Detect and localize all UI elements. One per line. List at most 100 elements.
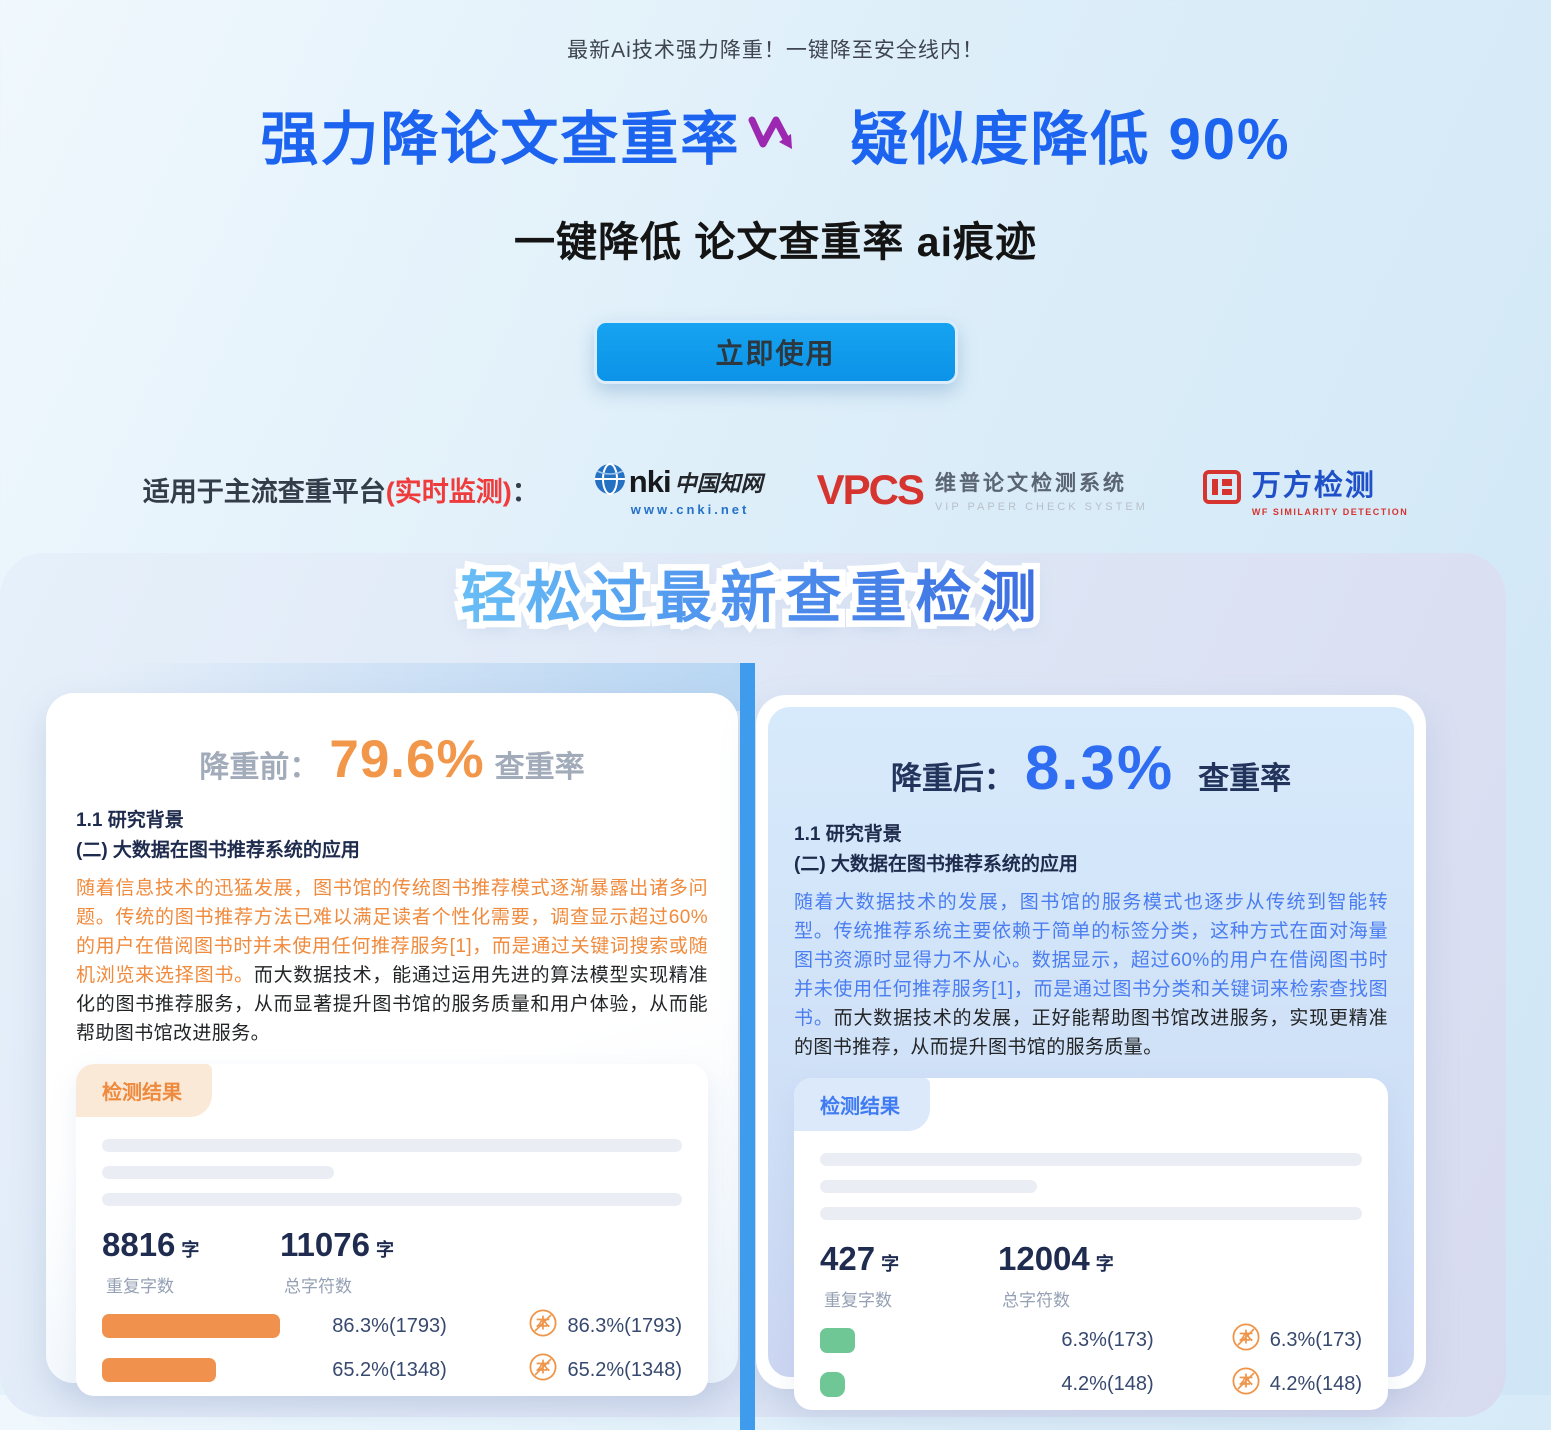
hero-subtitle: 一键降低 论文查重率 ai痕迹 <box>514 219 1037 265</box>
platforms-label-text: 适用于主流查重平台 <box>142 477 386 507</box>
compare-heading-stroke: 轻松过最新查重检测 <box>454 553 1046 636</box>
before-result-row: 86.3%(1793) 本 86.3%(1793) <box>102 1309 682 1341</box>
after-card: 降重后： 8.3% 查重率 1.1 研究背景 (二) 大数据在图书推荐系统的应用… <box>768 707 1414 1410</box>
skeleton-line <box>102 1193 682 1206</box>
before-card: 降重前： 79.6% 查重率 1.1 研究背景 (二) 大数据在图书推荐系统的应… <box>46 693 738 1396</box>
hero-tagline: 最新Ai技术强力降重！一键降至安全线内！ <box>567 39 984 62</box>
after-result-row: 6.3%(173) 本 6.3%(173) <box>820 1322 1362 1358</box>
vpcs-cn-name: 维普论文检测系统 <box>934 471 1127 495</box>
after-stat-duplicate: 427 字 重复字数 <box>820 1240 998 1311</box>
skeleton-line <box>820 1153 1362 1166</box>
skeleton-line <box>820 1207 1362 1220</box>
no-self-published-icon: 本 <box>1231 1366 1261 1402</box>
before-stats: 8816 字 重复字数 11076 字 总字符数 <box>102 1226 682 1297</box>
skeleton-line <box>102 1166 334 1179</box>
before-result-badge: 检测结果 <box>76 1064 212 1117</box>
vpcs-logo: VPCS 维普论文检测系统 VIP PAPER CHECK SYSTEM <box>817 466 1148 514</box>
orange-percent-bar <box>102 1314 280 1338</box>
green-percent-bar <box>820 1327 855 1353</box>
after-skeleton-lines <box>820 1153 1362 1220</box>
stat-label: 重复字数 <box>106 1277 174 1296</box>
stat-value: 11076 <box>280 1226 370 1263</box>
title-left: 强力降论文查重率 <box>260 107 741 172</box>
percent-text: 86.3%(1793) <box>332 1314 447 1337</box>
before-paragraph: 随着信息技术的迅猛发展，图书馆的传统图书推荐模式逐渐暴露出诸多问题。传统的图书推… <box>76 874 708 1048</box>
percent-text: 86.3%(1793) <box>567 1314 682 1337</box>
percent-text: 6.3%(173) <box>1269 1328 1362 1351</box>
cnki-url: www.cnki.net <box>630 502 750 517</box>
cnki-letters: nki <box>628 463 672 499</box>
after-result-badge: 检测结果 <box>794 1078 930 1131</box>
platforms-label-highlight: (实时监测) <box>385 477 512 507</box>
before-rate-suffix: 查重率 <box>494 751 585 784</box>
orange-percent-bar <box>102 1358 216 1382</box>
after-doc-headings: 1.1 研究背景 (二) 大数据在图书推荐系统的应用 <box>794 820 1388 880</box>
no-self-published-icon: 本 <box>528 1352 558 1388</box>
before-doc-h1: 1.1 研究背景 <box>76 810 184 831</box>
page-title: 强力降论文查重率 疑似度降低 90% <box>0 92 1551 176</box>
after-rate-suffix: 查重率 <box>1198 761 1292 796</box>
downtrend-zigzag-arrow-icon <box>748 111 802 157</box>
stat-unit: 字 <box>881 1254 900 1274</box>
percent-text: 4.2%(148) <box>1061 1372 1154 1395</box>
title-right: 疑似度降低 90% <box>850 107 1291 172</box>
wanfang-logo: 万方检测 WF SIMILARITY DETECTION <box>1202 462 1408 517</box>
vpcs-abbr: VPCS <box>816 465 925 513</box>
stat-label: 总字符数 <box>284 1277 352 1296</box>
after-card-wrapper: 降重后： 8.3% 查重率 1.1 研究背景 (二) 大数据在图书推荐系统的应用… <box>756 695 1426 1410</box>
after-rate-value: 8.3% <box>1024 734 1175 803</box>
before-label: 降重前： <box>199 751 320 784</box>
cnki-globe-icon <box>593 462 627 501</box>
use-now-button[interactable]: 立即使用 <box>593 320 958 384</box>
compare-section: 轻松过最新查重检测 轻松过最新查重检测 降重前： 79.6% 查重率 1.1 研… <box>0 553 1506 1430</box>
before-paragraph-marked: 随着信息技术的迅猛发展，图书馆的传统图书推荐模式逐渐暴露出诸多问题。传统的图书推… <box>76 878 708 986</box>
before-doc-h2: (二) 大数据在图书推荐系统的应用 <box>76 840 360 861</box>
before-stat-total: 11076 字 总字符数 <box>280 1226 458 1297</box>
before-paragraph-plain: 而大数据技术，能通过运用先进的算法模型实现精准化的图书推荐服务，从而显著提升图书… <box>76 965 709 1044</box>
stat-unit: 字 <box>181 1240 200 1260</box>
stat-value: 8816 <box>102 1226 176 1263</box>
stat-value: 12004 <box>998 1240 1090 1277</box>
compare-heading: 轻松过最新查重检测 轻松过最新查重检测 <box>0 553 1506 636</box>
platforms-label: 适用于主流查重平台(实时监测)： <box>143 470 539 509</box>
cnki-logo: nki 中国知网 www.cnki.net <box>593 462 763 517</box>
wanfang-grid-icon <box>1202 467 1242 512</box>
stat-value: 427 <box>820 1240 876 1277</box>
cnki-cn-name: 中国知网 <box>674 470 763 496</box>
after-paragraph-plain: 而大数据技术的发展，正好能帮助图书馆改进服务，实现更精准的图书推荐，从而提升图书… <box>794 1008 1388 1058</box>
vpcs-en-name: VIP PAPER CHECK SYSTEM <box>934 500 1148 513</box>
after-stat-total: 12004 字 总字符数 <box>998 1240 1176 1311</box>
no-self-published-icon: 本 <box>1231 1322 1261 1358</box>
before-stat-duplicate: 8816 字 重复字数 <box>102 1226 280 1297</box>
after-result-card: 检测结果 427 字 重复字数 12004 字 总字符数 <box>794 1078 1388 1410</box>
before-result-row: 65.2%(1348) 本 65.2%(1348) <box>102 1352 682 1388</box>
before-rate-header: 降重前： 79.6% 查重率 <box>76 693 708 790</box>
after-doc-h1: 1.1 研究背景 <box>794 824 902 845</box>
green-percent-bar <box>820 1371 845 1397</box>
percent-text: 65.2%(1348) <box>567 1358 682 1381</box>
after-stats: 427 字 重复字数 12004 字 总字符数 <box>820 1240 1362 1311</box>
vertical-divider <box>740 663 755 1430</box>
after-doc-h2: (二) 大数据在图书推荐系统的应用 <box>794 854 1078 875</box>
after-label: 降重后： <box>890 761 1015 796</box>
after-paragraph-marked: 随着大数据技术的发展，图书馆的服务模式也逐步从传统到智能转型。传统推荐系统主要依… <box>794 892 1388 1029</box>
wanfang-cn-name: 万方检测 <box>1251 470 1376 502</box>
skeleton-line <box>102 1139 682 1152</box>
before-result-card: 检测结果 8816 字 重复字数 11076 字 总字符数 86.3%(1793) <box>76 1064 708 1396</box>
percent-text: 6.3%(173) <box>1061 1328 1154 1351</box>
percent-text: 65.2%(1348) <box>332 1358 447 1381</box>
before-rate-value: 79.6% <box>329 730 485 789</box>
after-rate-header: 降重后： 8.3% 查重率 <box>794 707 1388 804</box>
after-result-row: 4.2%(148) 本 4.2%(148) <box>820 1366 1362 1402</box>
after-paragraph: 随着大数据技术的发展，图书馆的服务模式也逐步从传统到智能转型。传统推荐系统主要依… <box>794 888 1388 1062</box>
percent-text: 4.2%(148) <box>1269 1372 1362 1395</box>
stat-label: 总字符数 <box>1002 1291 1070 1310</box>
before-skeleton-lines <box>102 1139 682 1206</box>
compare-heading-fill: 轻松过最新查重检测 <box>461 553 1046 634</box>
before-doc-headings: 1.1 研究背景 (二) 大数据在图书推荐系统的应用 <box>76 806 708 866</box>
stat-label: 重复字数 <box>824 1291 892 1310</box>
stat-unit: 字 <box>375 1240 394 1260</box>
platforms-label-colon: ： <box>511 477 539 507</box>
wanfang-en-name: WF SIMILARITY DETECTION <box>1251 507 1409 517</box>
supported-platforms-row: 适用于主流查重平台(实时监测)： nki 中国知网 www.cnki.net V… <box>0 462 1551 517</box>
